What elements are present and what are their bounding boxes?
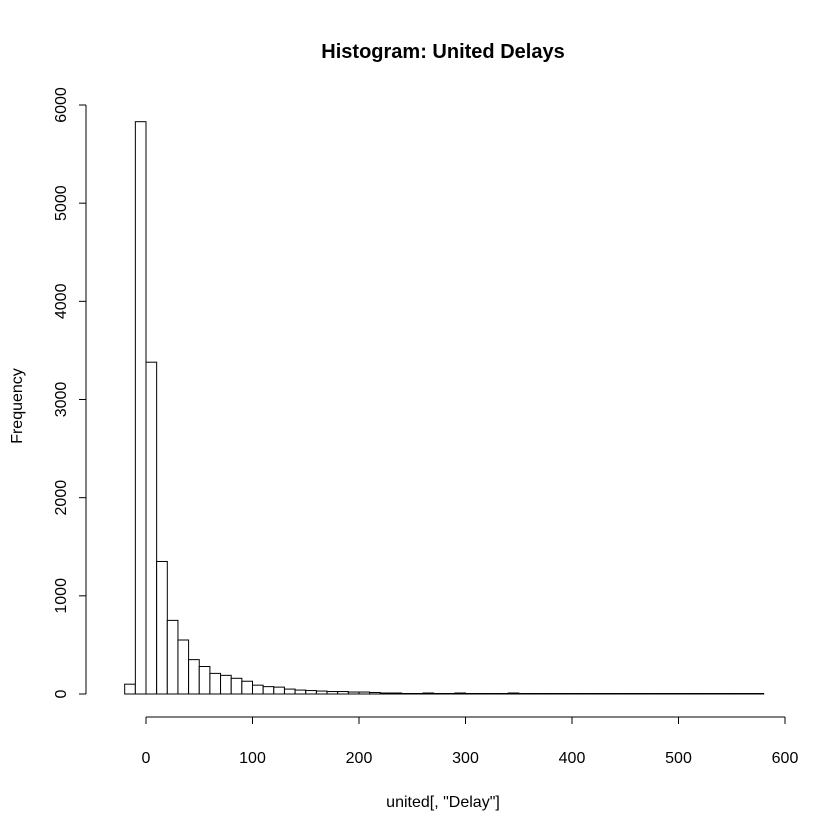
histogram-bar xyxy=(252,684,264,695)
histogram-bar xyxy=(262,686,275,695)
histogram-bar xyxy=(273,686,285,695)
histogram-bar xyxy=(347,691,360,695)
histogram-bar xyxy=(390,692,403,695)
x-tick-label: 500 xyxy=(665,750,692,767)
histogram-bars xyxy=(124,121,765,695)
histogram-bar xyxy=(124,683,136,695)
x-tick-label: 400 xyxy=(559,750,586,767)
histogram-bar xyxy=(305,690,317,695)
histogram-bar xyxy=(177,639,190,695)
y-tick-label: 2000 xyxy=(53,480,70,516)
histogram-bar xyxy=(358,691,371,695)
y-tick-label: 3000 xyxy=(53,382,70,418)
y-axis-label: Frequency xyxy=(9,368,26,444)
histogram-bar xyxy=(283,688,296,695)
x-axis-label: united[, "Delay"] xyxy=(386,794,500,811)
histogram-bar xyxy=(145,361,158,695)
histogram-bar xyxy=(454,692,467,695)
histogram-bar xyxy=(134,121,147,695)
histogram-bar xyxy=(379,692,392,695)
histogram-bar xyxy=(220,674,232,695)
x-tick-label: 300 xyxy=(452,750,479,767)
x-axis: 0 100 200 300 400 500 600 xyxy=(142,716,799,767)
histogram-bar xyxy=(241,680,254,695)
y-axis: 0 1000 2000 3000 4000 5000 6000 xyxy=(53,87,87,698)
y-tick-label: 6000 xyxy=(53,87,70,123)
x-tick-label: 0 xyxy=(142,750,151,767)
histogram-bar xyxy=(188,659,200,695)
histogram-bar xyxy=(369,692,381,695)
x-tick-label: 200 xyxy=(346,750,373,767)
y-tick-label: 5000 xyxy=(53,185,70,221)
histogram-bar xyxy=(294,689,307,695)
histogram-bar xyxy=(230,677,243,695)
histogram-bar xyxy=(198,666,211,695)
histogram-bar xyxy=(156,560,168,695)
histogram-bar xyxy=(337,691,349,695)
y-tick-label: 0 xyxy=(53,689,70,698)
histogram-bar xyxy=(315,690,328,695)
histogram-bar xyxy=(209,672,222,695)
y-tick-label: 1000 xyxy=(53,578,70,614)
histogram-bar xyxy=(422,692,435,695)
chart-title: Histogram: United Delays xyxy=(321,41,564,63)
histogram-bar xyxy=(326,691,339,695)
histogram-bar xyxy=(166,619,179,695)
x-tick-label: 600 xyxy=(772,750,799,767)
histogram-bar xyxy=(507,692,520,695)
x-tick-label: 100 xyxy=(239,750,266,767)
y-tick-label: 4000 xyxy=(53,283,70,319)
